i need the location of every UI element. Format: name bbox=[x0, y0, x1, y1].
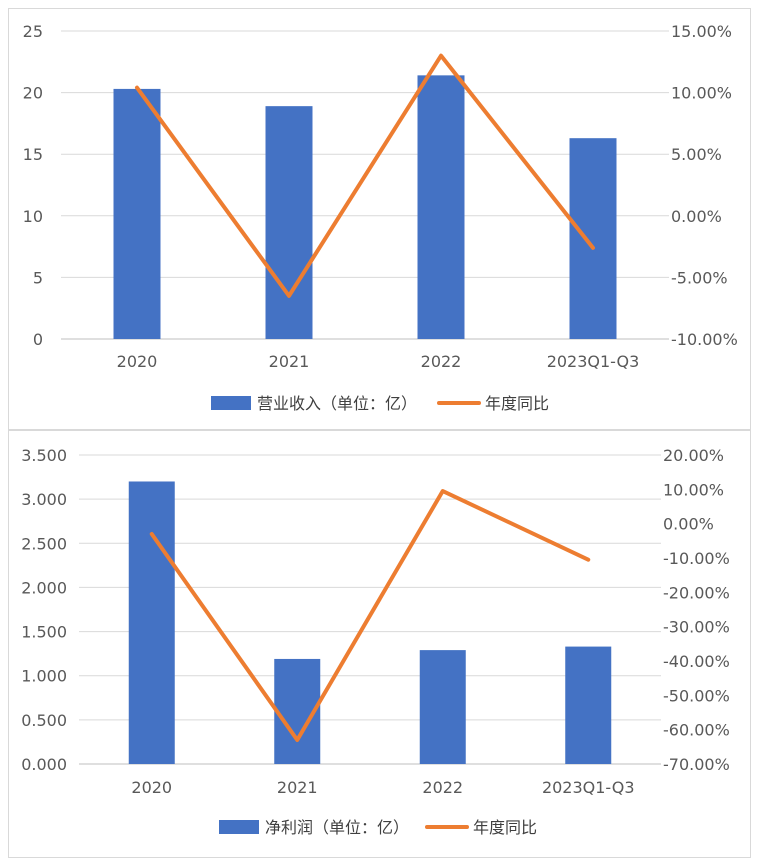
revenue-category-label: 2021 bbox=[269, 352, 310, 371]
revenue-bar-2023Q1-Q3 bbox=[569, 138, 617, 339]
profit-right-tick-label: -30.00% bbox=[663, 618, 730, 637]
profit-bar-2022 bbox=[419, 650, 466, 764]
profit-bar-2023Q1-Q3 bbox=[565, 646, 612, 764]
revenue-right-tick-label: -10.00% bbox=[671, 330, 738, 349]
profit-right-tick-label: 20.00% bbox=[663, 446, 724, 465]
revenue-right-tick-label: 15.00% bbox=[671, 22, 732, 41]
profit-left-tick-label: 0.500 bbox=[21, 711, 67, 730]
revenue-right-tick-label: 10.00% bbox=[671, 84, 732, 103]
profit-category-label: 2021 bbox=[277, 778, 318, 797]
revenue-legend-line-label: 年度同比 bbox=[485, 394, 549, 413]
profit-yoy-line bbox=[149, 489, 591, 742]
profit-right-tick-label: -10.00% bbox=[663, 549, 730, 568]
profit-left-tick-label: 1.000 bbox=[21, 667, 67, 686]
revenue-chart-panel: 0 5 10 15 20 25 -10.00% -5.00% 0.00% 5.00% 10.00% 1… bbox=[8, 8, 751, 430]
revenue-category-label: 2020 bbox=[117, 352, 158, 371]
revenue-left-tick-label: 5 bbox=[33, 268, 43, 287]
profit-bar-2020 bbox=[128, 481, 175, 764]
profit-legend-line-label: 年度同比 bbox=[473, 818, 537, 837]
revenue-right-tick-label: 0.00% bbox=[671, 207, 722, 226]
profit-right-tick-label: 10.00% bbox=[663, 480, 724, 499]
revenue-bar-2021 bbox=[265, 106, 313, 339]
revenue-left-tick-label: 20 bbox=[23, 84, 43, 103]
profit-right-tick-label: -40.00% bbox=[663, 652, 730, 671]
profit-right-tick-label: -20.00% bbox=[663, 583, 730, 602]
revenue-bar-2022 bbox=[417, 75, 465, 340]
net-profit-chart: 0.000 0.500 1.000 1.500 2.000 2.500 3.000 3.500… bbox=[21, 446, 730, 837]
profit-left-tick-label: 0.000 bbox=[21, 755, 67, 774]
revenue-category-label: 2023Q1-Q3 bbox=[547, 352, 640, 371]
profit-right-tick-label: -60.00% bbox=[663, 721, 730, 740]
revenue-legend-bar-swatch bbox=[211, 396, 251, 410]
revenue-yoy-line bbox=[135, 53, 595, 298]
net-profit-chart-panel: 0.000 0.500 1.000 1.500 2.000 2.500 3.000 3.500… bbox=[8, 430, 751, 858]
profit-right-tick-label: 0.00% bbox=[663, 515, 714, 534]
revenue-left-tick-label: 10 bbox=[23, 207, 43, 226]
profit-left-tick-label: 3.500 bbox=[21, 446, 67, 465]
profit-left-tick-label: 2.500 bbox=[21, 534, 67, 553]
revenue-legend-bar-label: 营业收入（单位：亿） bbox=[257, 394, 417, 413]
revenue-left-tick-label: 25 bbox=[23, 22, 43, 41]
profit-category-label: 2023Q1-Q3 bbox=[542, 778, 635, 797]
profit-legend-bar-label: 净利润（单位：亿） bbox=[265, 818, 409, 837]
profit-left-tick-label: 1.500 bbox=[21, 623, 67, 642]
revenue-chart: 0 5 10 15 20 25 -10.00% -5.00% 0.00% 5.00% 10.00% 1… bbox=[23, 22, 738, 413]
revenue-right-tick-label: -5.00% bbox=[671, 268, 728, 287]
profit-legend-bar-swatch bbox=[219, 820, 259, 834]
revenue-right-tick-label: 5.00% bbox=[671, 145, 722, 164]
revenue-category-label: 2022 bbox=[421, 352, 462, 371]
revenue-left-tick-label: 0 bbox=[33, 330, 43, 349]
revenue-bar-2020 bbox=[113, 88, 161, 340]
revenue-left-tick-label: 15 bbox=[23, 145, 43, 164]
profit-right-tick-label: -70.00% bbox=[663, 755, 730, 774]
profit-category-label: 2022 bbox=[422, 778, 463, 797]
profit-left-tick-label: 2.000 bbox=[21, 578, 67, 597]
profit-right-tick-label: -50.00% bbox=[663, 686, 730, 705]
profit-left-tick-label: 3.000 bbox=[21, 490, 67, 509]
profit-category-label: 2020 bbox=[131, 778, 172, 797]
